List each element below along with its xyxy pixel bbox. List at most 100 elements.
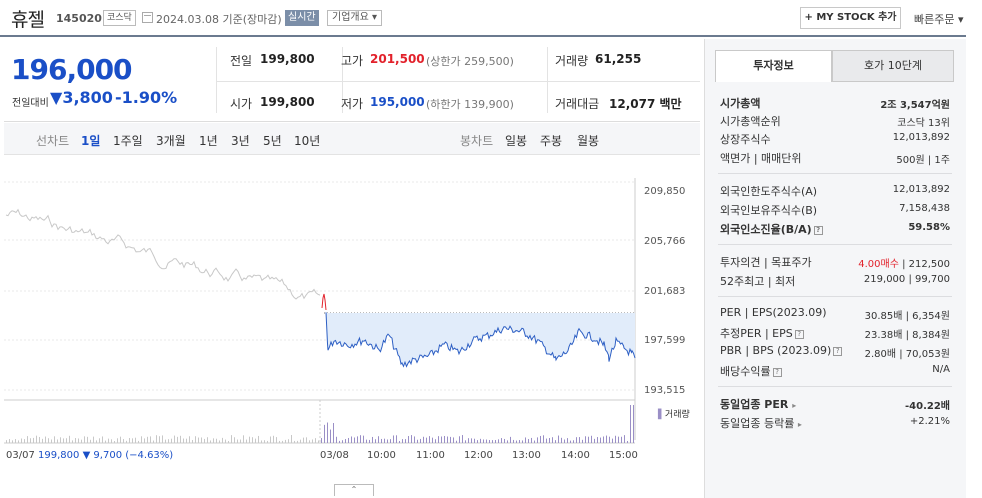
- volume-bar: [507, 440, 508, 443]
- volume-bar: [75, 438, 76, 443]
- volume-bar: [333, 423, 334, 443]
- volume-bar: [69, 435, 70, 443]
- tab-5year[interactable]: 5년: [263, 134, 282, 148]
- volume-bar: [342, 440, 343, 443]
- volume-bar: [396, 435, 397, 443]
- volume-bar: [408, 436, 409, 443]
- volume-bar: [582, 439, 583, 443]
- volume-bar: [435, 439, 436, 443]
- tab-investment-info[interactable]: 투자정보: [715, 50, 832, 82]
- volume-bar: [6, 440, 7, 443]
- volume-bar: [225, 439, 226, 443]
- help-icon[interactable]: ?: [833, 347, 843, 356]
- volume-bar: [219, 440, 220, 443]
- tab-1week[interactable]: 1주일: [113, 134, 143, 148]
- volume-bar: [567, 438, 568, 443]
- volume-bar: [240, 439, 241, 443]
- volume-bar: [480, 438, 481, 443]
- volume-bar: [252, 437, 253, 443]
- opinion-label: 투자의견 | 목표주가: [720, 256, 812, 269]
- prev-day-change: ▼ 9,700: [82, 450, 123, 461]
- change-amount-value: 3,800: [62, 88, 113, 107]
- volume-bar: [102, 436, 103, 443]
- volume-bar: [633, 405, 634, 443]
- price-chart[interactable]: 209,850 205,766 201,683 197,599 193,515 …: [4, 160, 700, 488]
- amount-label: 거래대금: [555, 97, 600, 111]
- industry-per-label-text: 동일업종 PER: [720, 398, 789, 411]
- foreign-hold-label: 외국인보유주식수(B): [720, 204, 818, 217]
- tab-1year[interactable]: 1년: [199, 134, 218, 148]
- par-label: 액면가 | 매매단위: [720, 152, 802, 165]
- industry-per-value: -40.22배: [905, 401, 950, 412]
- prev-day-date: 03/07: [6, 450, 35, 461]
- volume-bar: [162, 435, 163, 443]
- today-area-fill: [326, 313, 635, 367]
- collapse-chart-button[interactable]: ⌃: [334, 484, 374, 496]
- volume-bar: [108, 438, 109, 443]
- add-my-stock-button[interactable]: + MY STOCK 추가: [800, 7, 901, 29]
- tab-3year[interactable]: 3년: [231, 134, 250, 148]
- time-tick: 14:00: [561, 450, 590, 461]
- volume-bar: [276, 437, 277, 443]
- prev-day-line: [5, 208, 321, 300]
- tab-order-book-10[interactable]: 호가 10단계: [832, 50, 954, 82]
- volume-bar: [39, 436, 40, 443]
- volume-bar: [126, 440, 127, 443]
- volume-bar: [90, 439, 91, 443]
- change-label: 전일대비: [12, 98, 49, 109]
- industry-per-label: 동일업종 PER ▸: [720, 396, 796, 412]
- volume-bar: [237, 439, 238, 443]
- realtime-button[interactable]: 실시간: [285, 10, 319, 26]
- volume-bar: [204, 438, 205, 443]
- divider: [718, 173, 952, 174]
- volume-bar: [516, 440, 517, 443]
- help-icon[interactable]: ?: [772, 368, 782, 377]
- volume-bar: [300, 439, 301, 443]
- volume-bar: [591, 435, 592, 443]
- volume-bar: [117, 438, 118, 443]
- opinion-value: 4.00매수 | 212,500: [858, 259, 950, 270]
- market-cap-label: 시가총액: [720, 97, 761, 110]
- volume-bar: [123, 439, 124, 443]
- time-tick: 10:00: [367, 450, 396, 461]
- tab-3month[interactable]: 3개월: [156, 134, 186, 148]
- volume-bar: [264, 440, 265, 443]
- volume-bar: [537, 437, 538, 443]
- volume-bar: [198, 437, 199, 443]
- volume-bar: [213, 438, 214, 443]
- tab-weekly-candle[interactable]: 주봉: [540, 134, 563, 148]
- volume-bar: [504, 438, 505, 443]
- volume-bar: [468, 438, 469, 443]
- calendar-icon: [142, 12, 153, 23]
- tab-1day[interactable]: 1일: [81, 134, 101, 148]
- volume-bar: [624, 435, 625, 443]
- tab-daily-candle[interactable]: 일봉: [505, 134, 528, 148]
- quick-order-dropdown[interactable]: 빠른주문 ▾: [914, 11, 964, 27]
- volume-bar: [267, 440, 268, 443]
- info-foreign-ratio: 외국인소진율(B/A)? 59.58%: [720, 219, 950, 237]
- pbr-label-text: PBR | BPS (2023.09): [720, 344, 832, 357]
- volume-bar: [330, 429, 331, 443]
- tab-10year[interactable]: 10년: [294, 134, 321, 148]
- volume-bar: [153, 440, 154, 443]
- info-per: PER | EPS(2023.09) 30.85배 | 6,354원: [720, 304, 950, 322]
- tab-monthly-candle[interactable]: 월봉: [577, 134, 600, 148]
- volume-bar: [105, 440, 106, 443]
- volume-bar: [84, 436, 85, 443]
- info-par: 액면가 | 매매단위 500원 | 1주: [720, 148, 950, 166]
- volume-bar: [627, 440, 628, 443]
- volume-bar: [303, 437, 304, 443]
- volume-bar: [201, 437, 202, 443]
- time-tick: 13:00: [512, 450, 541, 461]
- help-icon[interactable]: ?: [813, 226, 823, 235]
- info-industry-rate[interactable]: 동일업종 등락률 ▸ +2.21%: [720, 413, 950, 431]
- volume-bar: [30, 438, 31, 443]
- info-opinion: 투자의견 | 목표주가 4.00매수 | 212,500: [720, 252, 950, 270]
- par-value: 500원 | 1주: [896, 155, 950, 166]
- info-market-cap: 시가총액 2조 3,547억원: [720, 93, 950, 111]
- info-industry-per[interactable]: 동일업종 PER ▸ -40.22배: [720, 394, 950, 412]
- volume-bar: [216, 438, 217, 443]
- company-info-dropdown[interactable]: 기업개요 ▾: [327, 10, 383, 26]
- volume-bar: [585, 436, 586, 443]
- help-icon[interactable]: ?: [794, 330, 804, 339]
